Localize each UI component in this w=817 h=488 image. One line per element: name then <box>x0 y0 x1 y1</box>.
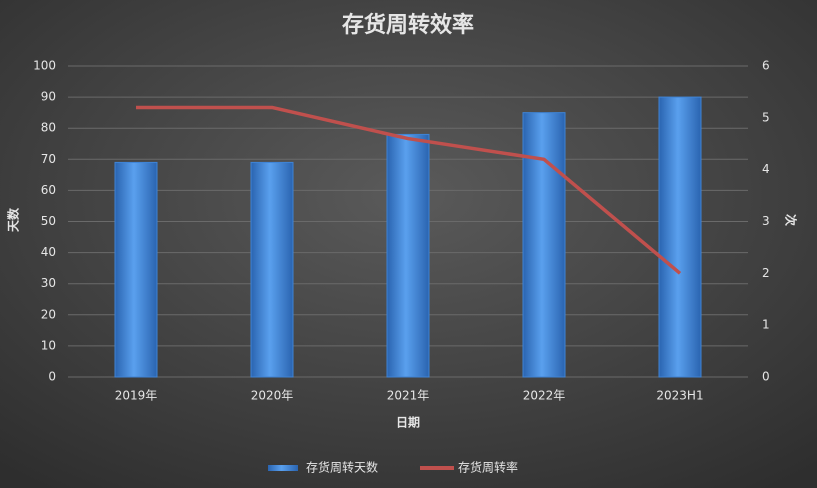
y-tick-label: 20 <box>41 307 56 321</box>
legend-label: 存货周转率 <box>458 460 518 475</box>
y2-tick-label: 0 <box>762 370 770 384</box>
x-tick-label: 2023H1 <box>656 389 703 403</box>
x-tick-label: 2021年 <box>387 389 430 403</box>
y2-axis-label: 次 <box>784 214 799 226</box>
y-tick-label: 0 <box>48 370 56 384</box>
bar <box>114 161 158 378</box>
legend-label: 存货周转天数 <box>306 460 378 475</box>
y-tick-label: 10 <box>41 338 56 352</box>
y2-tick-label: 4 <box>762 162 770 176</box>
chart-title: 存货周转效率 <box>342 12 474 38</box>
line <box>136 105 682 275</box>
bar <box>522 112 566 378</box>
y-tick-label: 70 <box>41 152 56 166</box>
y2-tick-label: 3 <box>762 214 770 228</box>
legend-swatch <box>268 465 298 471</box>
bar <box>386 133 430 378</box>
y-tick-label: 100 <box>33 59 56 73</box>
y2-tick-label: 5 <box>762 110 770 124</box>
y-tick-label: 30 <box>41 276 56 290</box>
y2-tick-label: 1 <box>762 318 770 332</box>
bar <box>250 161 294 378</box>
x-tick-label: 2019年 <box>115 389 158 403</box>
y2-tick-label: 6 <box>762 59 770 73</box>
bar <box>658 96 702 378</box>
y-tick-label: 60 <box>41 183 56 197</box>
y2-tick-label: 2 <box>762 266 770 280</box>
y-tick-label: 80 <box>41 121 56 135</box>
y-tick-label: 90 <box>41 90 56 104</box>
y-tick-label: 40 <box>41 245 56 259</box>
y-tick-label: 50 <box>41 214 56 228</box>
x-tick-label: 2022年 <box>523 389 566 403</box>
x-tick-label: 2020年 <box>251 389 294 403</box>
x-axis-label: 日期 <box>396 415 420 430</box>
y-axis-label: 天数 <box>6 207 21 232</box>
